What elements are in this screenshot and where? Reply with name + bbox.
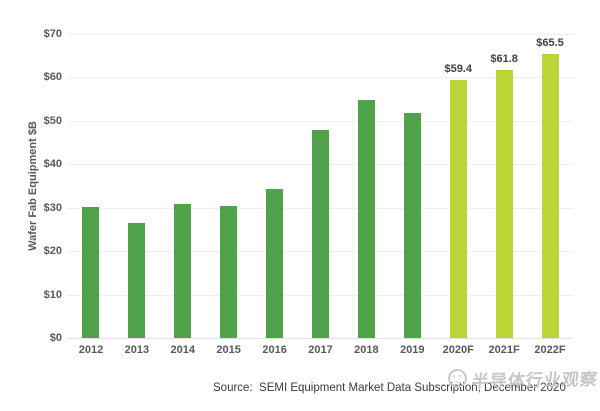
x-tick-label-2014: 2014 (170, 344, 196, 356)
x-tick-label-2019: 2019 (400, 344, 425, 356)
bar-2022F (541, 53, 559, 338)
x-tick-label-2012: 2012 (78, 344, 104, 356)
x-tick-label-2020F: 2020F (442, 344, 474, 356)
x-tick-label-2013: 2013 (124, 344, 150, 356)
bar-2015 (220, 205, 238, 338)
bar-2018 (357, 100, 375, 338)
bar-2014 (174, 203, 192, 338)
y-tick-label: $70 (43, 28, 62, 40)
bar-2016 (266, 189, 284, 338)
bar-2017 (312, 129, 329, 338)
x-tick-label-2017: 2017 (308, 344, 333, 356)
bar-2021F (495, 69, 513, 338)
bar-value-label-2022F: $65.5 (536, 36, 564, 49)
y-tick-label: $60 (43, 71, 62, 84)
bar-2019 (403, 113, 421, 338)
x-tick-label-2021F: 2021F (488, 344, 520, 356)
bar-2020F (449, 80, 467, 338)
y-tick-label: $10 (43, 288, 62, 301)
gridline-$0 (68, 338, 573, 339)
y-tick-label: $40 (43, 158, 62, 171)
bar-value-label-2021F: $61.8 (490, 52, 518, 65)
bar-2012 (82, 206, 100, 338)
y-tick-label: $0 (49, 332, 62, 344)
gridline-$60 (68, 77, 573, 79)
gridline-$70 (68, 34, 573, 35)
bar-value-label-2020F: $59.4 (444, 63, 472, 76)
source-caption: Source: SEMI Equipment Market Data Subsc… (213, 382, 566, 394)
y-tick-label: $20 (43, 245, 62, 258)
bar-2013 (128, 222, 146, 338)
x-tick-label-2015: 2015 (216, 344, 241, 356)
plot-area: $59.4 $61.8 $65.5 (68, 34, 573, 339)
y-axis-ticks: $0 $10 $20 $30 $40 $50 $60 $70 (0, 28, 62, 344)
y-tick-label: $50 (43, 114, 62, 127)
x-tick-label-2018: 2018 (354, 344, 379, 356)
x-tick-label-2016: 2016 (262, 344, 287, 356)
gridline-$50 (68, 120, 573, 122)
y-tick-label: $30 (43, 201, 62, 214)
x-axis-ticks: 2012 2013 2014 2015 2016 2017 2018 2019 2020F 202… (68, 344, 573, 360)
x-tick-label-2022F: 2022F (534, 344, 566, 356)
